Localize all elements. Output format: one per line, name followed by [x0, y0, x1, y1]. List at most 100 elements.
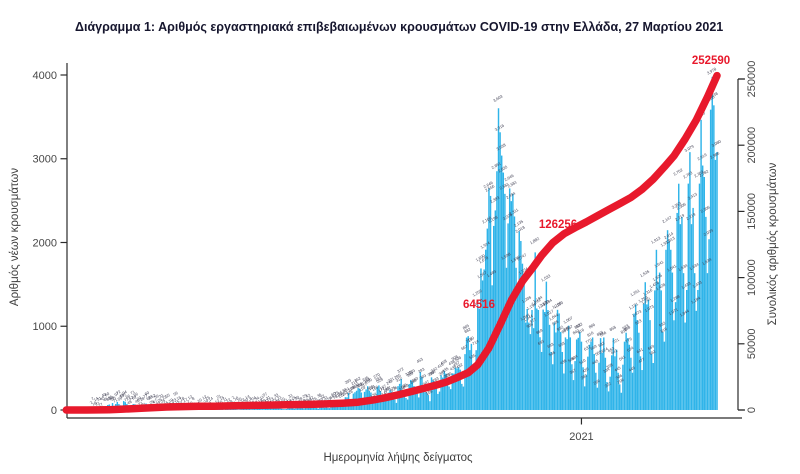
svg-text:218: 218 [398, 384, 407, 392]
svg-text:100000: 100000 [746, 259, 758, 296]
svg-text:177: 177 [377, 385, 386, 393]
svg-text:1000: 1000 [33, 321, 57, 333]
svg-text:209: 209 [366, 383, 375, 391]
svg-text:1,747: 1,747 [516, 252, 528, 262]
svg-text:30: 30 [294, 394, 301, 401]
svg-text:55: 55 [164, 392, 171, 399]
svg-text:2,413: 2,413 [687, 191, 699, 201]
svg-text:293: 293 [374, 374, 383, 382]
svg-text:693: 693 [537, 338, 546, 346]
svg-text:62: 62 [145, 394, 152, 401]
svg-text:7: 7 [90, 395, 95, 401]
svg-text:508: 508 [451, 353, 460, 361]
svg-text:121: 121 [337, 391, 346, 399]
svg-text:1,634: 1,634 [701, 256, 713, 266]
svg-text:867: 867 [565, 323, 574, 331]
svg-text:43: 43 [263, 397, 270, 404]
svg-text:932: 932 [575, 321, 584, 329]
svg-text:77: 77 [142, 392, 149, 399]
svg-text:8: 8 [229, 398, 234, 404]
svg-text:40: 40 [134, 397, 141, 404]
svg-text:858: 858 [609, 324, 618, 332]
svg-text:584: 584 [570, 353, 579, 361]
svg-text:2,703: 2,703 [693, 169, 705, 179]
svg-text:416: 416 [436, 361, 445, 369]
svg-text:21: 21 [94, 400, 101, 407]
svg-text:1,044: 1,044 [548, 312, 560, 322]
svg-text:435: 435 [449, 364, 458, 372]
svg-text:669: 669 [589, 343, 598, 351]
svg-text:1,153: 1,153 [553, 300, 565, 310]
svg-text:3000: 3000 [33, 154, 57, 166]
svg-text:3,080: 3,080 [711, 138, 723, 148]
svg-text:624: 624 [601, 346, 610, 354]
svg-text:35: 35 [107, 394, 114, 401]
svg-text:20: 20 [147, 394, 154, 401]
svg-text:1,261: 1,261 [629, 288, 641, 298]
svg-text:1,196: 1,196 [551, 300, 563, 310]
svg-text:1,316: 1,316 [642, 287, 654, 297]
svg-text:71: 71 [123, 396, 130, 403]
milestone-annotations: 64516 126256 252590 [463, 55, 730, 311]
svg-text:1,882: 1,882 [529, 236, 541, 246]
svg-text:398: 398 [605, 362, 614, 370]
svg-text:354: 354 [428, 368, 437, 376]
svg-text:14: 14 [207, 395, 214, 402]
svg-text:1,259: 1,259 [471, 288, 483, 298]
svg-text:10: 10 [236, 396, 243, 403]
svg-text:865: 865 [462, 323, 471, 331]
svg-text:866: 866 [599, 329, 608, 337]
svg-text:20: 20 [136, 395, 143, 402]
svg-text:2,166: 2,166 [481, 215, 493, 225]
svg-text:390: 390 [427, 369, 436, 377]
svg-text:283: 283 [431, 375, 440, 383]
svg-text:71: 71 [112, 397, 119, 404]
svg-text:3,038: 3,038 [495, 142, 507, 152]
svg-text:134: 134 [369, 391, 378, 399]
svg-text:721: 721 [612, 337, 621, 345]
milestone-label: 126256 [539, 219, 577, 231]
svg-text:477: 477 [637, 356, 646, 364]
svg-text:932: 932 [658, 320, 667, 328]
svg-text:7: 7 [186, 398, 191, 404]
svg-text:72: 72 [115, 389, 122, 396]
svg-text:693: 693 [557, 340, 566, 348]
svg-text:284: 284 [363, 376, 372, 384]
svg-text:435: 435 [441, 366, 450, 374]
svg-text:2,306: 2,306 [700, 204, 712, 214]
svg-text:1,428: 1,428 [648, 280, 660, 290]
svg-text:24: 24 [251, 395, 258, 402]
svg-text:866: 866 [588, 321, 597, 329]
svg-text:1,547: 1,547 [476, 270, 488, 280]
svg-text:33: 33 [155, 400, 162, 407]
svg-text:203: 203 [344, 377, 353, 385]
svg-text:482: 482 [455, 362, 464, 370]
svg-text:21: 21 [140, 401, 147, 408]
svg-text:26: 26 [311, 395, 318, 402]
svg-text:35: 35 [303, 397, 310, 404]
svg-text:1,533: 1,533 [540, 273, 552, 283]
svg-text:269: 269 [419, 372, 428, 380]
svg-text:57: 57 [262, 391, 269, 398]
svg-text:207: 207 [384, 385, 393, 393]
svg-text:66: 66 [105, 395, 112, 402]
svg-text:3,638: 3,638 [707, 90, 719, 100]
svg-text:2,306: 2,306 [676, 201, 688, 211]
svg-text:164: 164 [368, 383, 377, 391]
svg-text:2000: 2000 [33, 237, 57, 249]
svg-text:56: 56 [132, 391, 139, 398]
svg-text:27: 27 [308, 394, 315, 401]
svg-text:1,184: 1,184 [690, 295, 702, 305]
svg-text:1,288: 1,288 [669, 293, 681, 303]
svg-text:510: 510 [578, 357, 587, 365]
svg-text:2,311: 2,311 [508, 207, 520, 217]
svg-text:23: 23 [268, 396, 275, 403]
svg-text:83: 83 [109, 395, 116, 402]
svg-text:10: 10 [91, 400, 98, 407]
svg-text:357: 357 [569, 367, 578, 375]
svg-text:2,228: 2,228 [502, 212, 514, 222]
svg-text:923: 923 [621, 323, 630, 331]
svg-text:24: 24 [203, 398, 210, 405]
svg-text:270: 270 [372, 371, 381, 379]
